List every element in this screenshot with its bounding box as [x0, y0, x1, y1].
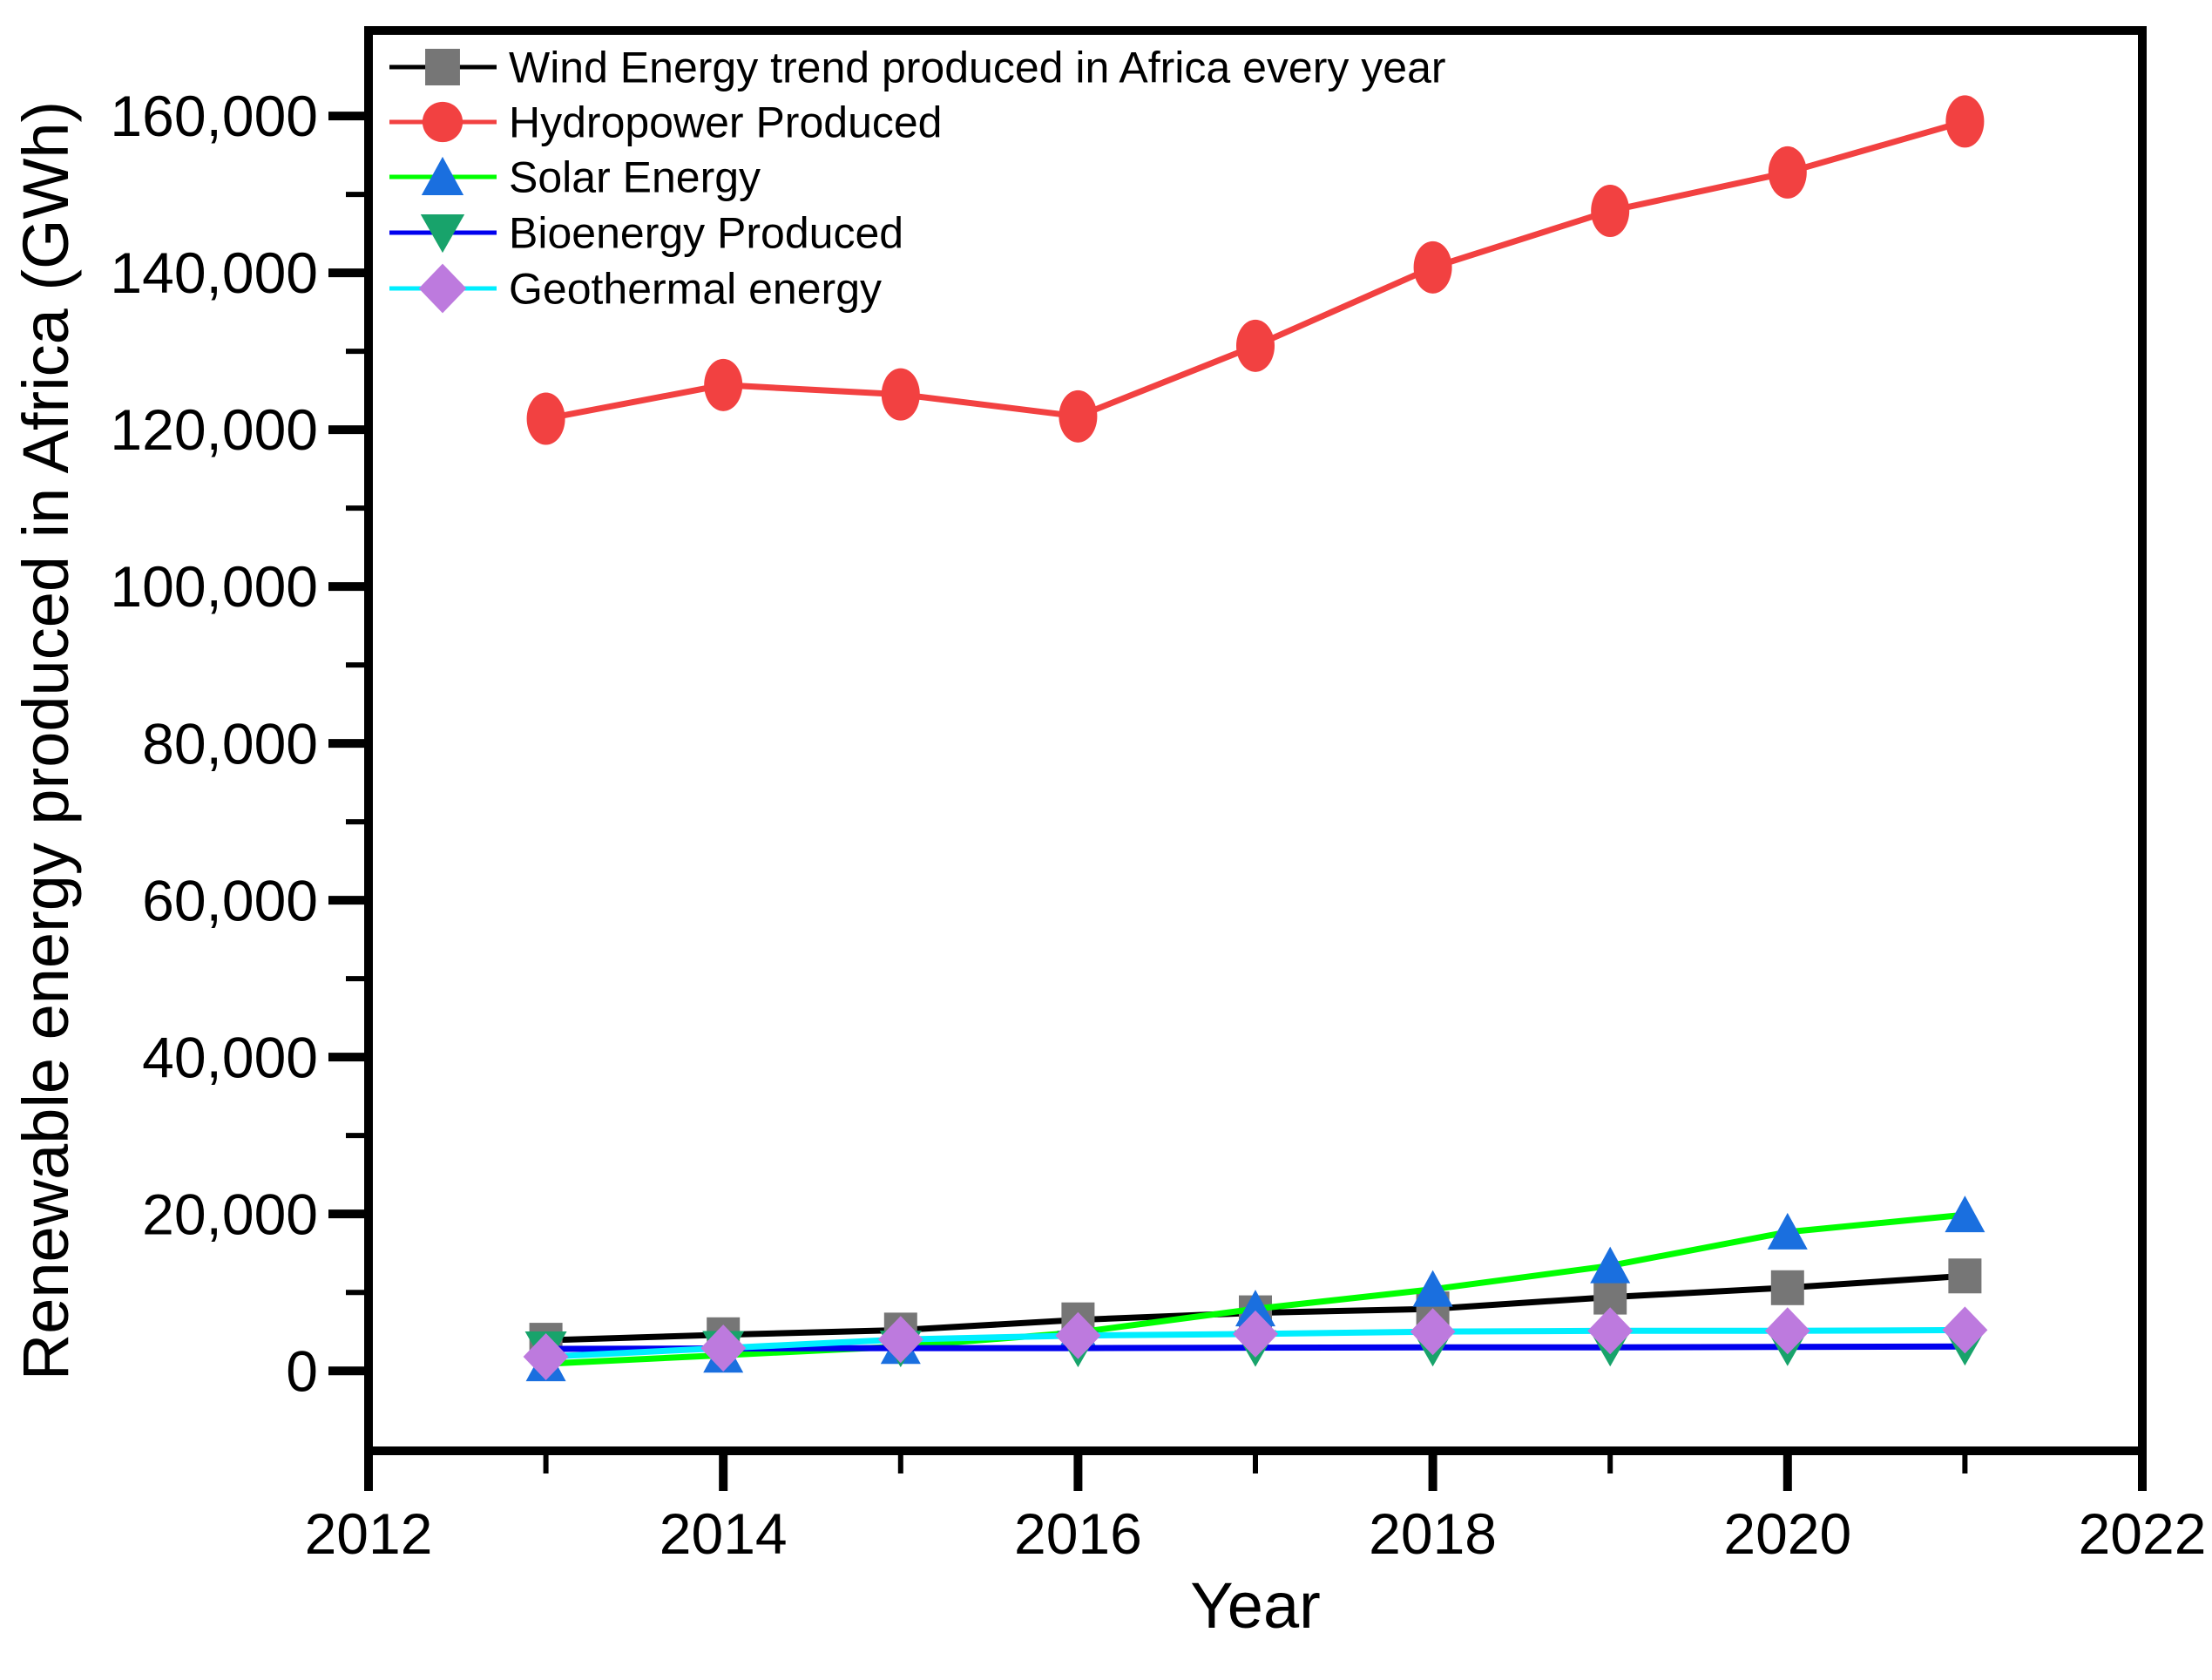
- legend-marker: [421, 156, 464, 195]
- x-tick-label: 2022: [2079, 1501, 2207, 1566]
- x-tick-label: 2012: [305, 1501, 433, 1566]
- legend-label: Bioenergy Produced: [509, 209, 903, 258]
- x-tick-label: 2020: [1723, 1501, 1851, 1566]
- data-point-marker: [526, 392, 565, 445]
- y-tick-label: 40,000: [142, 1025, 318, 1089]
- x-tick-label: 2018: [1369, 1501, 1497, 1566]
- y-tick-label: 160,000: [110, 84, 318, 148]
- y-tick-label: 140,000: [110, 240, 318, 305]
- legend-label: Hydropower Produced: [509, 98, 943, 147]
- data-point-marker: [1945, 95, 1985, 148]
- data-point-marker: [1591, 185, 1630, 238]
- data-point-marker: [1948, 1258, 1982, 1294]
- data-point-marker: [1942, 1306, 1988, 1354]
- data-point-marker: [1945, 1196, 1985, 1233]
- y-axis-label: Renewable energy produced in Africa (GWh…: [10, 101, 82, 1380]
- legend-item: Hydropower Produced: [389, 98, 943, 147]
- data-point-marker: [1055, 1311, 1101, 1359]
- data-point-marker: [1764, 1307, 1810, 1355]
- data-point-marker: [1768, 146, 1807, 199]
- y-tick-label: 100,000: [110, 554, 318, 619]
- data-point-marker: [523, 1332, 569, 1380]
- data-point-marker: [1059, 390, 1098, 443]
- data-point-marker: [700, 1324, 747, 1372]
- y-tick-label: 120,000: [110, 397, 318, 462]
- legend-marker: [420, 214, 465, 254]
- legend-label: Solar Energy: [509, 153, 761, 202]
- data-point-marker: [704, 358, 743, 411]
- legend-item: Geothermal energy: [389, 263, 882, 314]
- data-point-marker: [1233, 1310, 1278, 1358]
- data-point-marker: [1590, 1246, 1631, 1284]
- x-tick-label: 2014: [660, 1501, 788, 1566]
- data-point-marker: [1412, 1270, 1453, 1307]
- series-2: [526, 95, 1985, 445]
- data-point-marker: [1235, 1290, 1275, 1327]
- legend-marker: [422, 101, 463, 143]
- data-point-marker: [1767, 1212, 1808, 1250]
- y-tick-label: 0: [286, 1338, 318, 1403]
- data-point-marker: [1770, 1270, 1804, 1305]
- legend-item: Wind Energy trend produced in Africa eve…: [389, 44, 1446, 92]
- y-tick-label: 20,000: [142, 1182, 318, 1246]
- axes-layer: 0 20,000 40,000 60,000 80,000 100,000 120,000 1…: [110, 26, 2207, 1566]
- series-layer: [523, 95, 1988, 1382]
- data-point-marker: [1413, 240, 1452, 294]
- data-point-marker: [877, 1316, 923, 1364]
- legend-item: Bioenergy Produced: [389, 209, 903, 258]
- legend-label: Geothermal energy: [509, 265, 882, 314]
- data-point-marker: [1236, 319, 1275, 372]
- data-point-marker: [1587, 1307, 1634, 1355]
- series-5: [523, 1306, 1988, 1380]
- y-tick-label: 80,000: [142, 711, 318, 776]
- data-point-marker: [881, 368, 920, 421]
- legend-marker: [418, 263, 467, 314]
- x-axis-label: Year: [1190, 1569, 1321, 1642]
- legend-item: Solar Energy: [389, 153, 761, 202]
- legend-label: Wind Energy trend produced in Africa eve…: [509, 44, 1446, 92]
- y-tick-label: 60,000: [142, 868, 318, 932]
- legend-marker: [425, 49, 460, 85]
- data-point-marker: [1410, 1308, 1456, 1356]
- x-tick-label: 2016: [1014, 1501, 1142, 1566]
- legend: Wind Energy trend produced in Africa eve…: [389, 44, 1446, 314]
